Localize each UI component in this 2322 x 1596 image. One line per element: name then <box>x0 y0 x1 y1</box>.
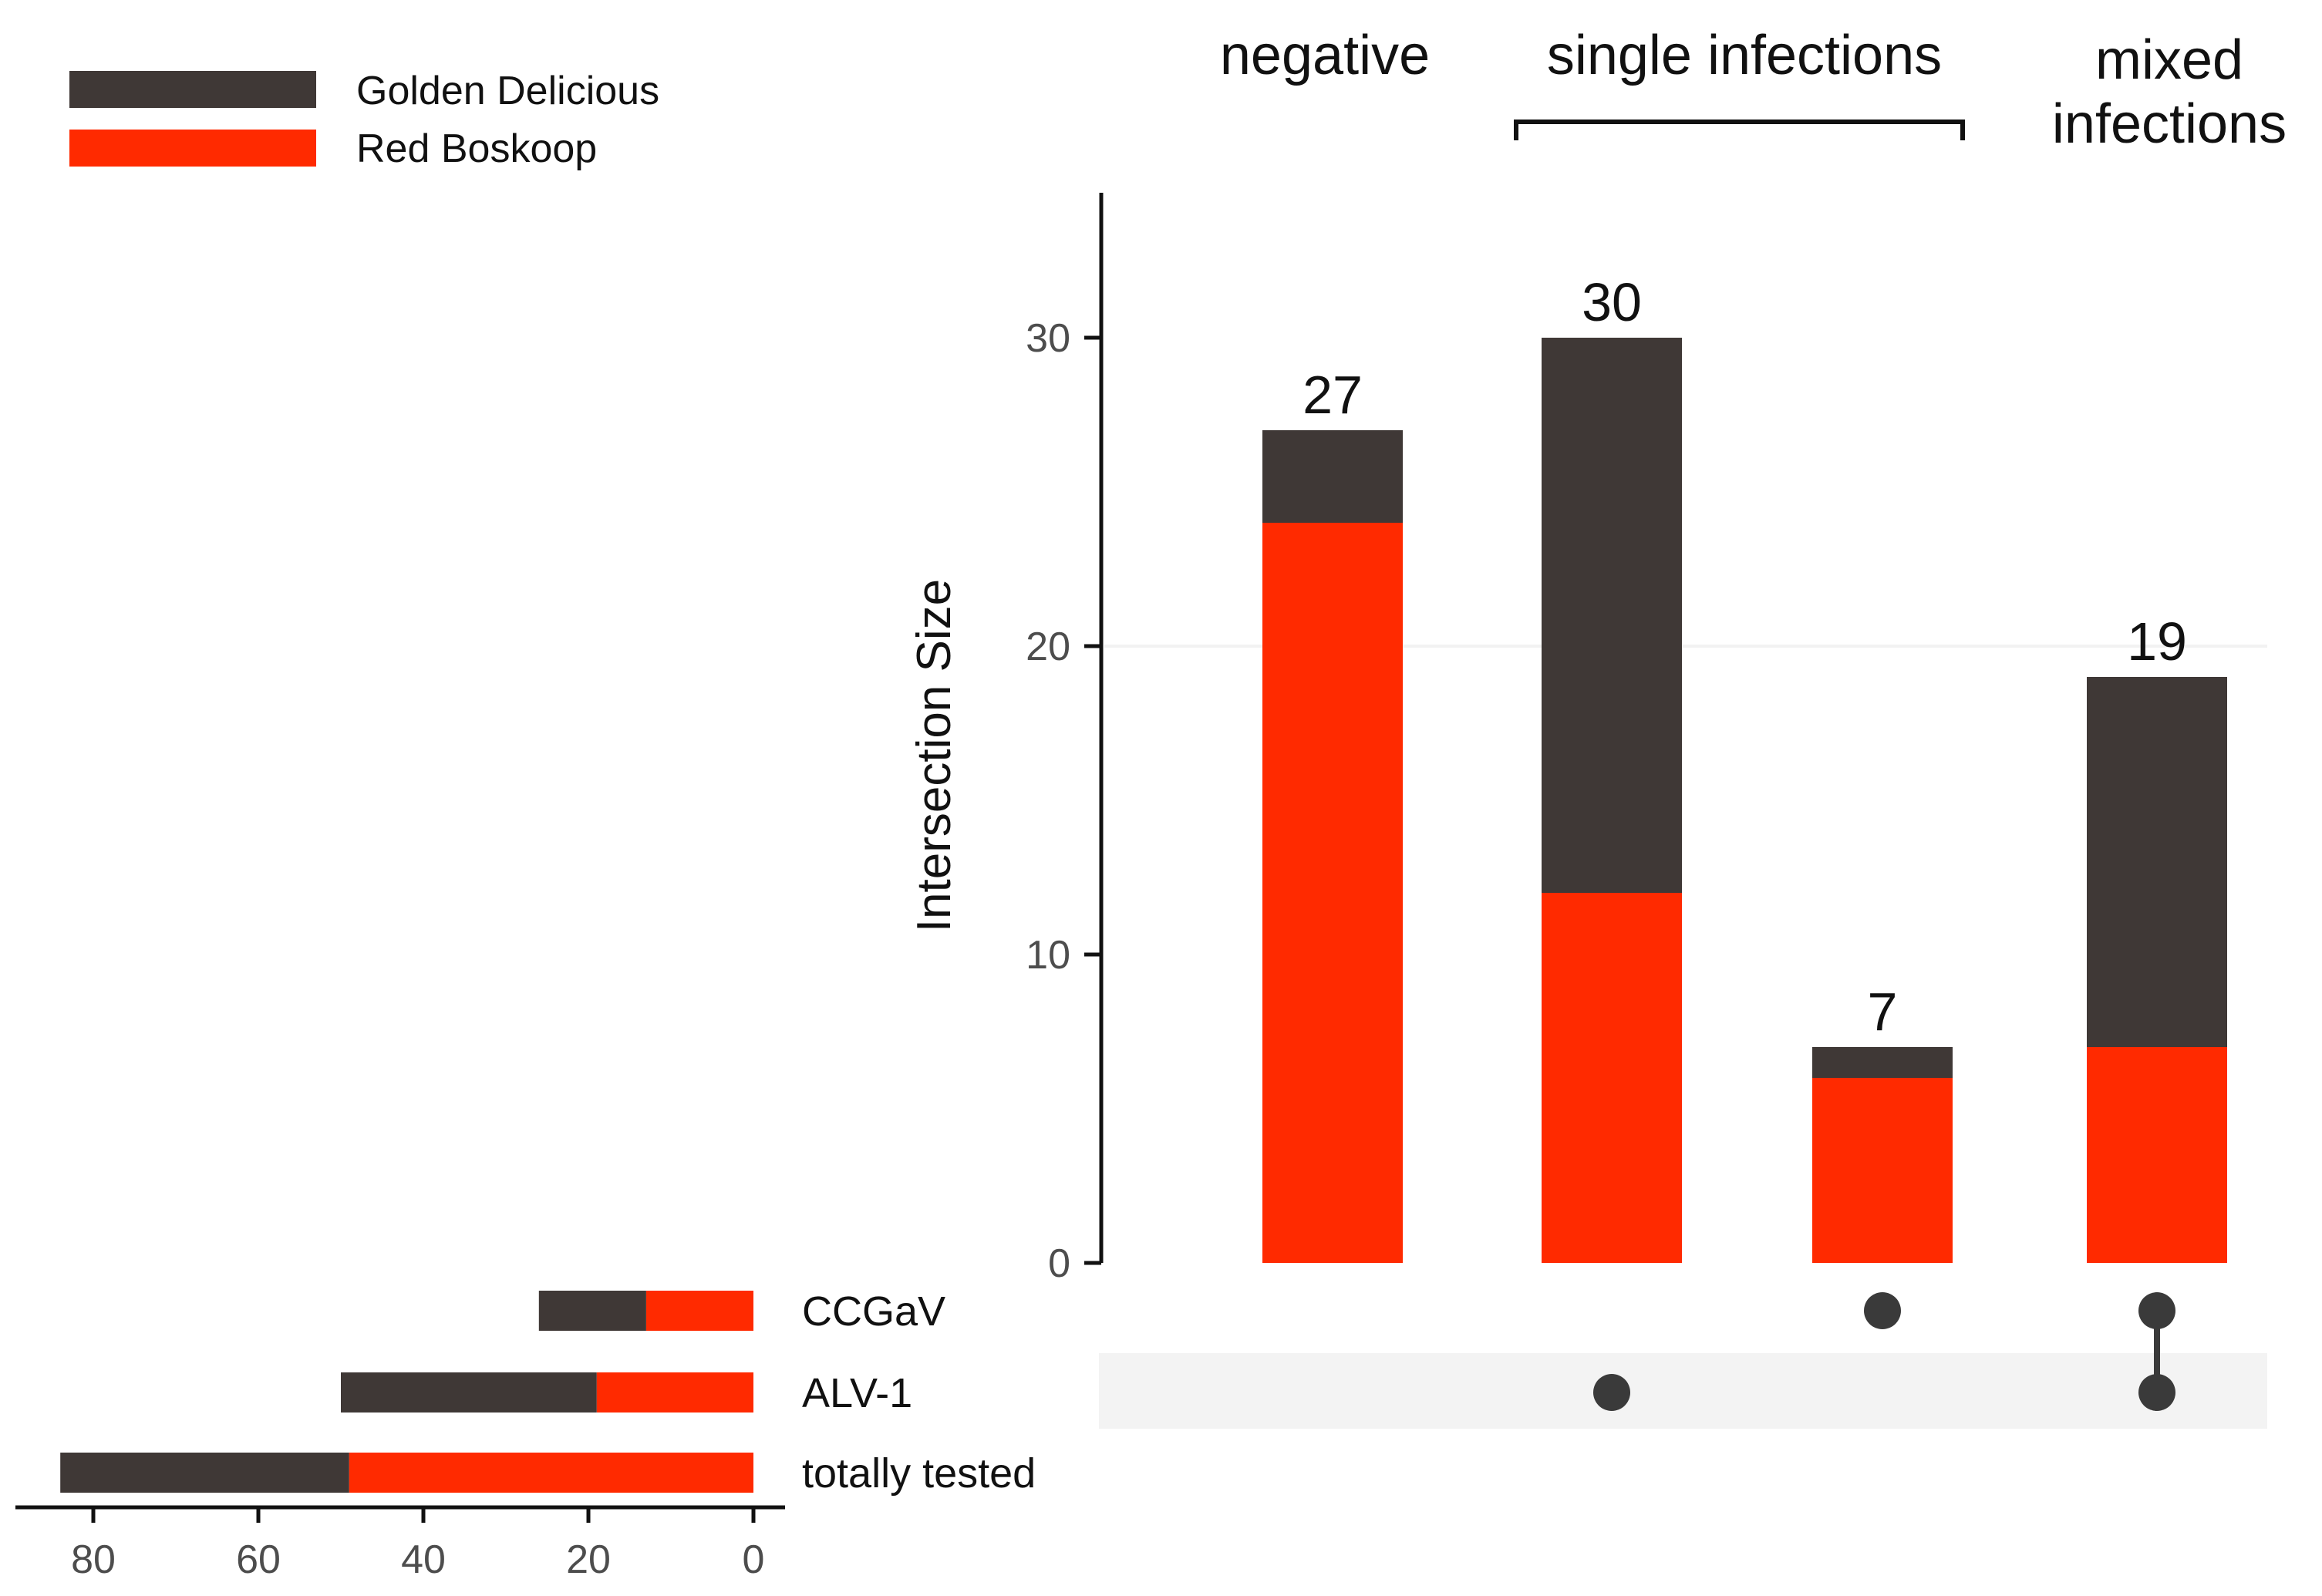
bar-total-label-ccgav: 7 <box>1868 982 1898 1042</box>
matrix-dot-ccgav-alv-1-alv-1 <box>2138 1374 2175 1411</box>
bar-alv-1-golden-delicious <box>1542 338 1682 893</box>
y-axis-title: Intersection Size <box>908 579 961 932</box>
y-tick-label-30: 30 <box>1026 316 1070 361</box>
legend-swatch-red-boskoop <box>69 130 316 167</box>
legend-swatch-golden-delicious <box>69 71 316 108</box>
set-bar-totally-tested-red-boskoop <box>349 1453 753 1493</box>
y-ticks: 0 10 20 30 <box>1026 316 1101 1286</box>
intersection-panel: Intersection Size 0 10 20 30 27 30 7 19 <box>908 193 2267 1286</box>
set-label-alv-1: ALV-1 <box>802 1370 912 1416</box>
y-tick-label-0: 0 <box>1048 1241 1070 1286</box>
matrix-row-shade-alv-1 <box>1099 1353 2267 1429</box>
bar-total-label-negative: 27 <box>1303 365 1363 425</box>
bar-total-label-alv-1: 30 <box>1582 272 1642 332</box>
y-tick-label-10: 10 <box>1026 933 1070 978</box>
matrix-dot-ccgav-ccgav <box>1864 1292 1901 1329</box>
legend-label-red-boskoop: Red Boskoop <box>356 126 597 171</box>
intersection-bars: 27 30 7 19 <box>1262 272 2227 1263</box>
header-mixed-line-2: infections <box>2052 93 2287 155</box>
set-size-tick-label-0: 0 <box>743 1537 765 1582</box>
gridline-y-20 <box>1104 645 2267 648</box>
matrix-dot-ccgav-alv-1-ccgav <box>2138 1292 2175 1329</box>
set-size-tick-label-20: 20 <box>566 1537 611 1582</box>
set-size-ticks: 80 60 40 20 0 <box>71 1507 764 1582</box>
set-size-panel: 80 60 40 20 0 CCGaV ALV-1 totally tested <box>15 1288 1036 1582</box>
bar-negative-red-boskoop <box>1262 523 1403 1263</box>
set-bar-ccgav-red-boskoop <box>645 1291 753 1331</box>
matrix-dot-alv-1-alv-1 <box>1593 1374 1630 1411</box>
group-headers: negative single infections mixed infecti… <box>1220 25 2287 155</box>
set-size-tick-label-80: 80 <box>71 1537 116 1582</box>
bar-alv-1-red-boskoop <box>1542 893 1682 1263</box>
set-bar-alv-1-red-boskoop <box>596 1372 753 1412</box>
set-label-totally-tested: totally tested <box>802 1450 1036 1497</box>
set-size-tick-label-40: 40 <box>401 1537 446 1582</box>
header-mixed-line-1: mixed <box>2095 29 2243 91</box>
header-single-infections: single infections <box>1547 25 1942 86</box>
set-bar-ccgav-golden-delicious <box>538 1291 646 1331</box>
set-labels: CCGaV ALV-1 totally tested <box>802 1288 1036 1497</box>
matrix-dots <box>1593 1292 2175 1411</box>
bar-ccgav-golden-delicious <box>1812 1047 1953 1078</box>
set-bar-totally-tested-golden-delicious <box>60 1453 349 1493</box>
legend: Golden Delicious Red Boskoop <box>69 69 659 171</box>
set-size-tick-label-60: 60 <box>236 1537 281 1582</box>
set-size-bars <box>60 1291 753 1493</box>
legend-label-golden-delicious: Golden Delicious <box>356 69 659 113</box>
header-negative: negative <box>1220 25 1430 86</box>
membership-matrix <box>1099 1292 2267 1429</box>
set-bar-alv-1-golden-delicious <box>341 1372 597 1412</box>
bar-negative-golden-delicious <box>1262 430 1403 523</box>
bar-ccgav-alv-1-golden-delicious <box>2087 677 2227 1047</box>
y-tick-label-20: 20 <box>1026 625 1070 669</box>
set-label-ccgav: CCGaV <box>802 1288 945 1335</box>
bar-ccgav-red-boskoop <box>1812 1078 1953 1263</box>
bar-ccgav-alv-1-red-boskoop <box>2087 1047 2227 1263</box>
bar-total-label-ccgav-alv-1: 19 <box>2127 611 2187 672</box>
single-infections-bracket <box>1514 120 1965 140</box>
